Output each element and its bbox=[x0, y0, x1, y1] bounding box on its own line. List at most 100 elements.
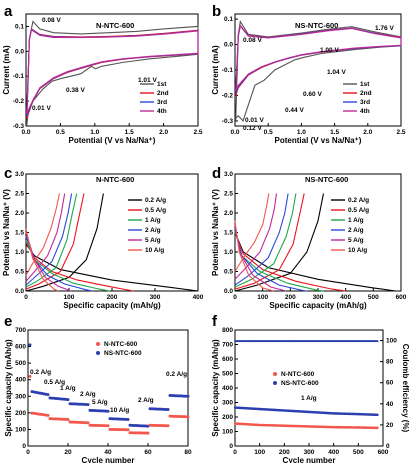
n-capacity-point bbox=[66, 417, 70, 421]
legend-label: 5 A/g bbox=[145, 237, 161, 244]
chart-title: NS-NTC-600 bbox=[305, 175, 348, 184]
discharge-curve-5 A/g bbox=[25, 232, 72, 292]
x-tick-label: 0 bbox=[24, 294, 28, 301]
y-tick-label: 0.5 bbox=[15, 269, 24, 276]
y-tick-label: 2.0 bbox=[224, 210, 233, 217]
y-axis-label: Potential vs Na/Na⁺ (V) bbox=[211, 189, 220, 276]
panel-letter: d bbox=[212, 165, 221, 182]
legend-label: 2nd bbox=[360, 90, 372, 97]
x-tick-label: 1.0 bbox=[90, 129, 99, 136]
x-tick-label: 300 bbox=[313, 294, 324, 301]
discharge-curve-2 A/g bbox=[234, 228, 307, 292]
discharge-curve-0.2 A/g bbox=[234, 232, 396, 292]
annotation-label: 1.01 V bbox=[138, 77, 157, 84]
discharge-curve-10 A/g bbox=[25, 228, 59, 292]
charge-curve-5 A/g bbox=[25, 193, 66, 282]
y-tick-label: 2.5 bbox=[15, 191, 24, 198]
y-tick-label: 0.1 bbox=[15, 23, 24, 30]
x-tick-label: 100 bbox=[254, 449, 265, 456]
y-tick-label: -0.1 bbox=[222, 67, 234, 74]
x-tick-label: 0.5 bbox=[264, 129, 273, 136]
n-capacity-point bbox=[126, 428, 130, 432]
legend-label: 4th bbox=[360, 108, 370, 115]
chart-title: N-NTC-600 bbox=[96, 175, 134, 184]
annotation-label: 0.2 A/g bbox=[166, 371, 187, 378]
charge-curve-2 A/g bbox=[25, 193, 73, 286]
x-tick-label: 600 bbox=[396, 294, 407, 301]
legend-label: 3rd bbox=[157, 99, 167, 106]
annotation-label: 0.08 V bbox=[243, 37, 262, 44]
y-axis-label: Current (mA) bbox=[2, 45, 11, 95]
x-tick-label: 100 bbox=[64, 294, 75, 301]
charge-curve-1 A/g bbox=[234, 193, 297, 288]
charge-curve-1 A/g bbox=[25, 193, 78, 288]
annotation-label: 0.12 V bbox=[243, 125, 262, 132]
y2-tick-label: 0 bbox=[386, 443, 390, 450]
legend-label: NS-NTC-600 bbox=[281, 380, 319, 387]
legend-label: 5 A/g bbox=[348, 237, 364, 244]
x-tick-label: 600 bbox=[378, 449, 389, 456]
x-tick-label: 1.5 bbox=[125, 129, 134, 136]
charge-curve-10 A/g bbox=[25, 193, 61, 276]
x-axis-label: Potential (V vs Na/Na⁺) bbox=[69, 136, 156, 145]
discharge-curve-0.5 A/g bbox=[234, 232, 346, 292]
legend-label: 0.2 A/g bbox=[348, 197, 369, 204]
annotation-label: 5 A/g bbox=[92, 399, 108, 406]
charge-curve-0.5 A/g bbox=[234, 193, 305, 290]
x-tick-label: 0.0 bbox=[230, 129, 239, 136]
panel-letter: b bbox=[212, 3, 221, 20]
x-tick-label: 500 bbox=[353, 449, 364, 456]
y-tick-label: 2.0 bbox=[15, 210, 24, 217]
y-tick-label: 400 bbox=[222, 385, 233, 392]
annotation-label: 0.08 V bbox=[42, 17, 61, 24]
legend-label: 2nd bbox=[157, 90, 169, 97]
annotation-label: 1.76 V bbox=[375, 25, 394, 32]
legend-label: N-NTC-600 bbox=[281, 371, 315, 378]
legend-label: 0.5 A/g bbox=[145, 207, 166, 214]
charge-curve-0.2 A/g bbox=[234, 193, 325, 292]
x-tick-label: 300 bbox=[304, 449, 315, 456]
n-capacity-point bbox=[46, 413, 50, 417]
panel-a: a 0.0 0.5 1.0 1.5 2.0 2.5 Potential (V vs Na/Na… bbox=[2, 3, 203, 145]
x-tick-label: 80 bbox=[184, 449, 192, 456]
cv-curve-4th bbox=[235, 24, 402, 91]
ns-capacity-point bbox=[186, 394, 190, 398]
y-tick-label: 0.5 bbox=[224, 269, 233, 276]
panel-letter: a bbox=[4, 3, 13, 20]
legend-label: 2 A/g bbox=[348, 227, 364, 234]
legend-label: 2 A/g bbox=[145, 227, 161, 234]
charge-curve-0.5 A/g bbox=[25, 193, 85, 290]
y-tick-label: -0.3 bbox=[13, 123, 25, 130]
x-axis-label: Cycle number bbox=[82, 456, 135, 463]
annotation-label: 10 A/g bbox=[110, 407, 129, 414]
cv-curve-4th bbox=[26, 28, 199, 114]
annotation-label: 0.44 V bbox=[285, 107, 304, 114]
legend-label: 4th bbox=[157, 108, 167, 115]
panel-b: b 0.0 0.5 1.0 1.5 2.0 2.5 Potential (V vs Na/Na… bbox=[211, 3, 406, 145]
legend-label: N-NTC-600 bbox=[104, 341, 138, 348]
n-capacity-point bbox=[86, 421, 90, 425]
y-tick-label: 500 bbox=[222, 371, 233, 378]
ns-capacity-point bbox=[126, 417, 130, 421]
y-tick-label: 300 bbox=[222, 400, 233, 407]
x-tick-label: 1.5 bbox=[330, 129, 339, 136]
x-tick-label: 400 bbox=[193, 294, 204, 301]
y2-axis-label: Coulomb efficiency (%) bbox=[401, 344, 410, 433]
panel-letter: e bbox=[4, 313, 12, 330]
plot-frame bbox=[25, 13, 199, 127]
chart-title: NS-NTC-600 bbox=[295, 21, 338, 30]
y-tick-label: 0.0 bbox=[15, 48, 24, 55]
ns-capacity-point bbox=[376, 413, 379, 417]
discharge-curve-0.2 A/g bbox=[25, 243, 199, 292]
ns-capacity-point bbox=[28, 343, 32, 347]
y-axis-label: Specific capacity (mAh/g) bbox=[211, 339, 220, 437]
n-capacity-point bbox=[186, 415, 190, 419]
y-tick-label: 100 bbox=[222, 429, 233, 436]
n-capacity-point bbox=[146, 431, 150, 435]
charge-curve-10 A/g bbox=[234, 193, 270, 272]
legend-marker bbox=[96, 351, 100, 355]
y-tick-label: 2.5 bbox=[224, 191, 233, 198]
x-tick-label: 0 bbox=[26, 449, 30, 456]
